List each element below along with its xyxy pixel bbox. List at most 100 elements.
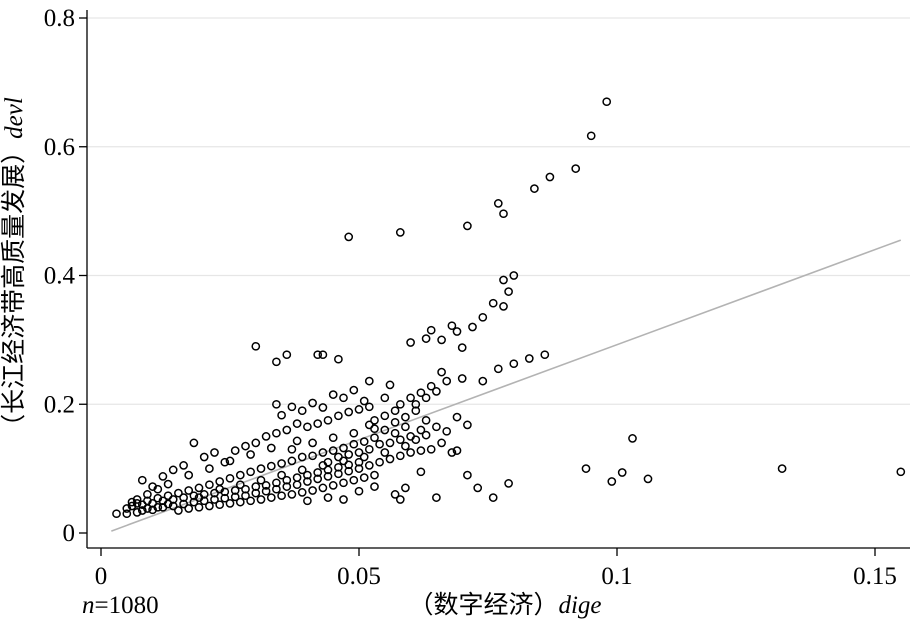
data-point [287,402,297,412]
data-point [308,398,317,408]
data-point [313,350,323,360]
data-point [184,470,194,480]
data-point [303,477,312,486]
data-point [540,350,550,360]
data-point [349,385,359,395]
data-point [349,428,359,438]
y-tick-label-4: 0.8 [44,5,75,32]
data-point [184,486,194,495]
data-point [127,497,137,507]
data-point [359,473,369,482]
data-point [426,381,436,391]
data-point [395,399,405,409]
data-point [205,480,214,490]
data-point [287,456,297,466]
data-point [179,461,188,470]
data-point [194,502,204,512]
data-point [488,493,498,502]
data-point [504,479,513,488]
data-point [390,417,400,427]
points-group [112,97,906,519]
data-point [432,387,441,396]
data-point [463,420,472,430]
data-point [261,481,271,490]
y-tick-label-0: 0 [63,520,76,547]
x-axis-title: （数字经济）dige [408,591,601,619]
data-point [318,483,328,493]
data-point [328,390,338,399]
data-point [225,473,235,483]
data-point [137,475,147,485]
data-point [437,438,446,448]
data-point [463,470,472,480]
data-point [896,467,906,477]
data-point [395,435,405,445]
data-point [210,448,219,457]
data-point [416,425,426,435]
data-point [153,502,163,512]
data-point [261,486,271,496]
data-point [313,419,323,428]
data-point [163,499,173,509]
data-point [354,448,364,457]
data-point [318,448,328,457]
data-point [297,452,307,462]
data-point [230,446,240,455]
data-point [344,450,354,459]
data-point [457,374,467,383]
data-point [478,376,488,386]
data-point [251,438,261,448]
data-point [442,376,452,386]
data-point [292,473,302,482]
data-point [437,367,446,377]
data-point [174,506,183,515]
data-point [328,446,338,455]
data-point [292,480,302,490]
data-point [199,452,209,462]
data-point [437,335,446,345]
data-point [143,504,152,513]
data-point [256,464,266,473]
data-point [308,451,317,461]
data-point [463,221,472,231]
data-point [364,376,374,386]
data-point [143,490,152,499]
data-point [468,322,477,332]
x-tick-label-2: 0.1 [601,563,632,590]
data-point [277,470,286,480]
data-point [179,499,188,509]
data-point [426,325,436,335]
x-axis-title-var: dige [558,592,601,619]
data-point [220,493,230,503]
data-point [220,457,230,467]
data-point [334,462,343,472]
sample-size-note: n=1080 [82,592,159,619]
data-point [401,422,410,432]
data-point [401,412,410,422]
data-point [401,483,410,493]
data-point [318,461,328,470]
data-point [359,396,369,406]
data-point [406,338,415,347]
data-point [230,492,240,502]
data-point [313,474,323,484]
data-point [174,488,183,498]
data-point [364,402,374,412]
data-point [421,393,431,403]
data-point [297,406,307,416]
data-point [328,481,338,490]
data-point [210,495,219,504]
data-point [530,184,539,193]
data-point [395,495,405,504]
data-point [499,209,508,219]
data-point [256,495,266,504]
data-point [163,479,173,489]
data-point [127,501,137,511]
data-point [380,448,390,457]
data-point [205,501,214,511]
data-point [571,164,581,173]
data-point [493,364,503,374]
data-point [215,484,225,494]
data-point [303,422,312,432]
data-point [380,411,390,421]
